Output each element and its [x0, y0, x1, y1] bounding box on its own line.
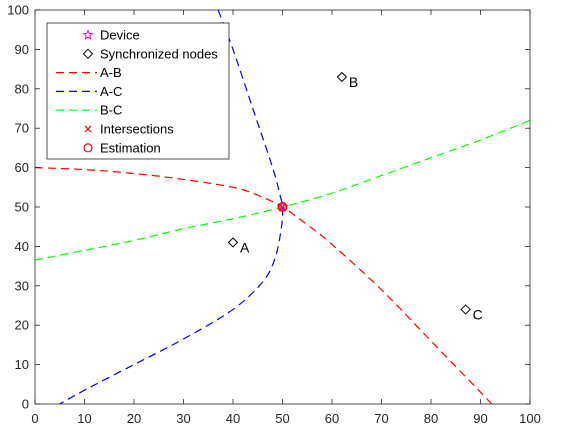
- legend-label: B-C: [100, 103, 122, 118]
- legend-diamond-icon: [82, 48, 94, 60]
- y-tick-label: 80: [15, 81, 29, 96]
- x-tick-label: 0: [31, 411, 38, 426]
- y-tick-label: 70: [15, 121, 29, 136]
- y-tick-label: 40: [15, 239, 29, 254]
- node-marker-B: [336, 71, 348, 83]
- estimation-marker: [277, 202, 288, 212]
- y-tick-label: 20: [15, 318, 29, 333]
- legend-star-icon: [82, 29, 94, 40]
- legend-label: Intersections: [100, 122, 174, 137]
- legend-circle-icon: [83, 143, 93, 153]
- node-label-B: B: [349, 74, 358, 90]
- x-tick-label: 80: [424, 411, 438, 426]
- series-line-A-C: [59, 10, 284, 404]
- markers: A B C: [227, 71, 483, 322]
- x-tick-label: 90: [473, 411, 487, 426]
- x-tick-label: 50: [275, 411, 289, 426]
- legend-label: Estimation: [100, 140, 161, 155]
- legend-label: A-C: [100, 84, 122, 99]
- x-tick-label: 100: [519, 411, 541, 426]
- y-tick-label: 0: [22, 397, 29, 412]
- node-label-A: A: [240, 239, 250, 255]
- node-marker-A: [227, 237, 239, 248]
- x-tick-label: 10: [77, 411, 91, 426]
- x-tick-label: 70: [374, 411, 388, 426]
- legend: Device Synchronized nodes A-B A-C B-C Interse…: [46, 22, 230, 160]
- y-tick-label: 10: [15, 357, 29, 372]
- y-tick-label: 30: [15, 278, 29, 293]
- x-tick-label: 60: [325, 411, 339, 426]
- x-tick-label: 30: [176, 411, 190, 426]
- legend-label: Synchronized nodes: [100, 46, 218, 61]
- node-marker-C: [460, 304, 471, 315]
- axes: 0 10 20 30 40 50 60 70 80 90 100 0 10 20 30 40 50 60 70 80 9…: [7, 3, 541, 427]
- legend-box: [46, 22, 230, 160]
- x-tick-label: 20: [127, 411, 141, 426]
- series-line-A-B: [35, 167, 493, 404]
- x-tick-label: 40: [226, 411, 240, 426]
- y-tick-label: 60: [15, 160, 29, 175]
- y-tick-label: 50: [15, 200, 29, 215]
- y-tick-label: 100: [7, 3, 29, 18]
- legend-label: Device: [100, 28, 140, 43]
- intersection-marker: [279, 203, 286, 211]
- legend-label: A-B: [100, 65, 122, 80]
- node-label-C: C: [473, 306, 483, 322]
- legend-x-icon: [84, 125, 92, 133]
- y-tick-label: 90: [15, 42, 29, 57]
